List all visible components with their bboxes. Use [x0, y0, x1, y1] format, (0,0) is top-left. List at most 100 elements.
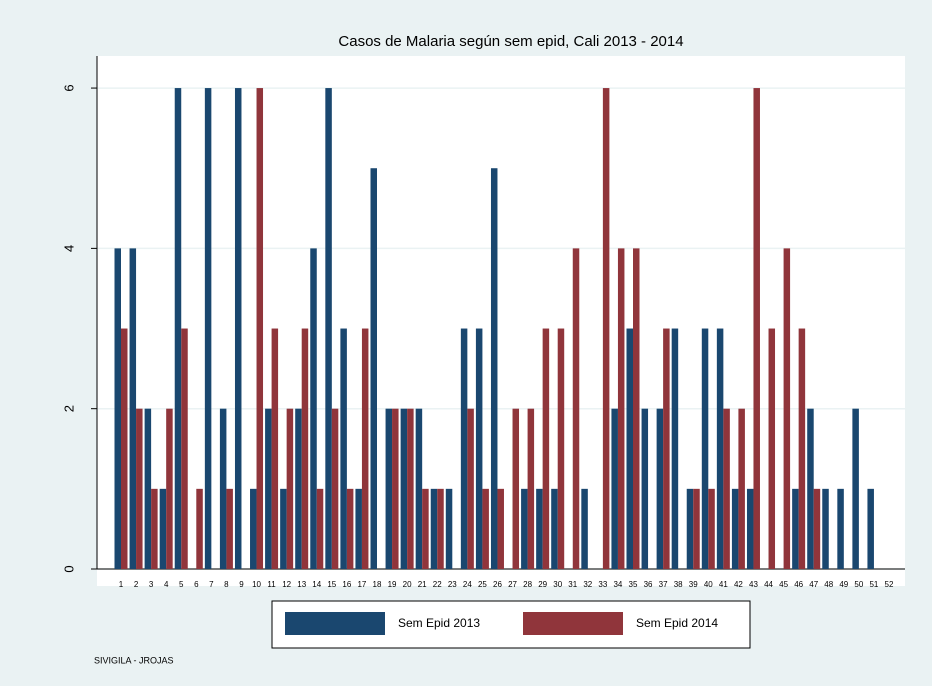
- bar: [686, 488, 694, 569]
- bar: [422, 488, 429, 569]
- x-tick-label: 32: [583, 580, 592, 589]
- bar: [768, 328, 776, 569]
- chart-title: Casos de Malaria según sem epid, Cali 20…: [338, 33, 683, 50]
- x-tick-label: 29: [538, 580, 547, 589]
- x-tick-label: 1: [119, 580, 124, 589]
- legend-swatch: [285, 612, 385, 635]
- x-tick-label: 12: [282, 580, 291, 589]
- bar: [166, 408, 173, 569]
- bar: [852, 408, 859, 569]
- bar: [557, 328, 565, 569]
- x-tick-label: 6: [194, 580, 199, 589]
- bar: [385, 408, 393, 569]
- bar: [286, 408, 294, 569]
- bar: [822, 488, 829, 569]
- bar: [663, 328, 670, 569]
- x-tick-label: 47: [809, 580, 818, 589]
- bar: [136, 408, 143, 569]
- bar: [753, 88, 760, 569]
- x-tick-label: 49: [839, 580, 848, 589]
- bar: [325, 88, 332, 569]
- bar: [226, 488, 233, 569]
- bar: [656, 408, 664, 569]
- bar: [301, 328, 309, 569]
- bar: [271, 328, 279, 569]
- bar: [460, 328, 468, 569]
- bar: [867, 488, 874, 569]
- bar: [490, 168, 498, 569]
- footnote: SIVIGILA - JROJAS: [94, 655, 174, 665]
- bar: [181, 328, 188, 569]
- x-tick-label: 24: [463, 580, 472, 589]
- bar: [361, 328, 369, 569]
- bar: [617, 248, 625, 569]
- bar: [731, 488, 739, 569]
- x-tick-label: 17: [357, 580, 366, 589]
- x-tick-label: 21: [418, 580, 427, 589]
- x-tick-label: 18: [373, 580, 382, 589]
- x-tick-label: 36: [644, 580, 653, 589]
- bar: [723, 408, 730, 569]
- legend-swatch: [523, 612, 623, 635]
- y-tick-label: 6: [61, 84, 76, 91]
- bar: [437, 488, 444, 569]
- x-tick-label: 5: [179, 580, 184, 589]
- bar: [792, 488, 799, 569]
- x-tick-label: 48: [824, 580, 833, 589]
- bar: [196, 488, 203, 569]
- bar: [121, 328, 128, 569]
- bar: [701, 328, 709, 569]
- x-tick-label: 46: [794, 580, 803, 589]
- bar: [611, 408, 618, 569]
- bar: [813, 488, 821, 569]
- bar: [542, 328, 550, 569]
- x-tick-label: 52: [885, 580, 894, 589]
- legend-label: Sem Epid 2013: [398, 616, 480, 630]
- bar: [837, 488, 844, 569]
- x-tick-label: 38: [674, 580, 683, 589]
- y-tick-label: 0: [61, 565, 76, 572]
- x-tick-label: 7: [209, 580, 214, 589]
- x-tick-label: 44: [764, 580, 773, 589]
- bar: [129, 248, 137, 569]
- bar: [581, 488, 588, 569]
- bar: [536, 488, 543, 569]
- x-tick-label: 30: [553, 580, 562, 589]
- bar: [521, 488, 528, 569]
- y-tick-label: 2: [61, 405, 76, 412]
- bar: [174, 88, 182, 569]
- bar: [626, 328, 633, 569]
- bar: [671, 328, 679, 569]
- x-tick-label: 37: [659, 580, 668, 589]
- bar: [159, 488, 167, 569]
- bar: [716, 328, 724, 569]
- x-tick-label: 20: [403, 580, 412, 589]
- bar: [234, 88, 242, 569]
- x-tick-label: 39: [689, 580, 698, 589]
- x-tick-label: 42: [734, 580, 743, 589]
- bar: [316, 488, 324, 569]
- x-tick-label: 50: [854, 580, 863, 589]
- bar: [415, 408, 423, 569]
- bar: [256, 88, 264, 569]
- bar: [280, 488, 287, 569]
- bar: [400, 408, 408, 569]
- x-tick-label: 14: [312, 580, 321, 589]
- x-tick-label: 13: [297, 580, 306, 589]
- bar: [219, 408, 227, 569]
- bar: [602, 88, 610, 569]
- bar: [204, 88, 212, 569]
- bar: [331, 408, 339, 569]
- bar: [807, 408, 814, 569]
- x-tick-label: 25: [478, 580, 487, 589]
- x-tick-label: 19: [388, 580, 397, 589]
- bar: [340, 328, 347, 569]
- x-tick-label: 23: [448, 580, 457, 589]
- bar: [633, 248, 640, 569]
- bar: [346, 488, 354, 569]
- x-tick-label: 41: [719, 580, 728, 589]
- bar: [527, 408, 535, 569]
- bar: [798, 328, 806, 569]
- x-tick-label: 26: [493, 580, 502, 589]
